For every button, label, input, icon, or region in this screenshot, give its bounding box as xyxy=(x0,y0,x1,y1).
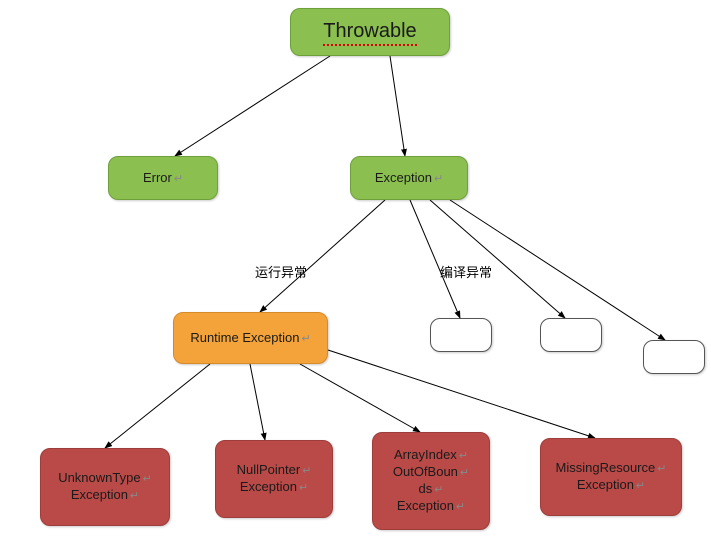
node-label: UnknownType↵Exception↵ xyxy=(58,470,152,504)
edge-throwable-exception xyxy=(390,56,405,156)
edge-runtime-missing xyxy=(328,350,595,438)
node-missing: MissingResource↵Exception↵ xyxy=(540,438,682,516)
node-error: Error↵ xyxy=(108,156,218,200)
node-label: Runtime Exception↵ xyxy=(190,330,310,347)
edge-runtime-arrayidx xyxy=(300,364,420,432)
node-label: Exception↵ xyxy=(375,170,443,187)
node-label: Error↵ xyxy=(143,170,183,187)
edge-runtime-nullptr xyxy=(250,364,265,440)
node-unknown: UnknownType↵Exception↵ xyxy=(40,448,170,526)
node-w1 xyxy=(430,318,492,352)
node-label: MissingResource↵Exception↵ xyxy=(556,460,667,494)
edge-exception-w1 xyxy=(410,200,460,318)
node-runtime: Runtime Exception↵ xyxy=(173,312,328,364)
node-nullptr: NullPointer↵Exception↵ xyxy=(215,440,333,518)
node-label: NullPointer↵Exception↵ xyxy=(237,462,312,496)
edge-exception-runtime xyxy=(260,200,385,312)
edge-runtime-unknown xyxy=(105,364,210,448)
node-exception: Exception↵ xyxy=(350,156,468,200)
node-label: ArrayIndex↵OutOfBoun↵ds↵Exception↵ xyxy=(393,447,469,515)
edge-label-1: 编译异常 xyxy=(440,262,492,281)
node-w3 xyxy=(643,340,705,374)
edge-label-0: 运行异常 xyxy=(255,262,307,281)
node-throwable: Throwable xyxy=(290,8,450,56)
edge-exception-w2 xyxy=(430,200,565,318)
node-label: Throwable xyxy=(323,18,416,46)
edge-throwable-error xyxy=(175,56,330,156)
node-arrayidx: ArrayIndex↵OutOfBoun↵ds↵Exception↵ xyxy=(372,432,490,530)
node-w2 xyxy=(540,318,602,352)
